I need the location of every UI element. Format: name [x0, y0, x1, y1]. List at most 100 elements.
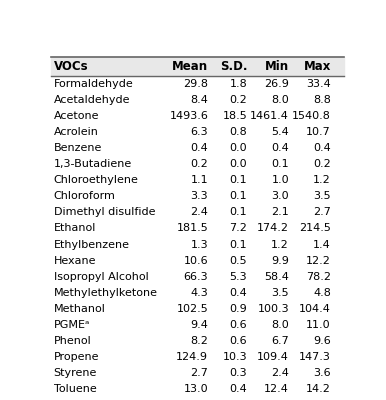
- Text: 174.2: 174.2: [257, 224, 289, 234]
- Text: 14.2: 14.2: [306, 384, 331, 394]
- Text: 0.4: 0.4: [191, 144, 208, 154]
- Text: 3.6: 3.6: [313, 368, 331, 378]
- Text: 100.3: 100.3: [257, 304, 289, 314]
- Text: 10.7: 10.7: [306, 127, 331, 137]
- Text: 8.2: 8.2: [190, 336, 208, 346]
- Text: 0.4: 0.4: [313, 144, 331, 154]
- Text: 3.0: 3.0: [271, 192, 289, 202]
- Text: 0.4: 0.4: [229, 384, 247, 394]
- Text: 13.0: 13.0: [184, 384, 208, 394]
- Text: PGMEᵃ: PGMEᵃ: [54, 320, 90, 330]
- Text: 33.4: 33.4: [306, 79, 331, 89]
- Text: 214.5: 214.5: [299, 224, 331, 234]
- Text: 1.2: 1.2: [313, 176, 331, 186]
- Text: 102.5: 102.5: [176, 304, 208, 314]
- Text: Mean: Mean: [172, 60, 208, 73]
- Text: Dimethyl disulfide: Dimethyl disulfide: [54, 208, 155, 218]
- Text: 78.2: 78.2: [306, 272, 331, 282]
- Text: 0.9: 0.9: [229, 304, 247, 314]
- Text: 66.3: 66.3: [184, 272, 208, 282]
- Text: 5.4: 5.4: [271, 127, 289, 137]
- Text: 0.6: 0.6: [230, 336, 247, 346]
- Text: 0.2: 0.2: [229, 95, 247, 105]
- Text: 9.9: 9.9: [271, 256, 289, 266]
- Text: 0.4: 0.4: [229, 288, 247, 298]
- Text: 1.4: 1.4: [313, 240, 331, 250]
- Text: Min: Min: [265, 60, 289, 73]
- Text: 0.1: 0.1: [230, 240, 247, 250]
- Text: 12.2: 12.2: [306, 256, 331, 266]
- Text: 10.6: 10.6: [184, 256, 208, 266]
- Text: Acetaldehyde: Acetaldehyde: [54, 95, 130, 105]
- Text: 0.0: 0.0: [230, 160, 247, 170]
- Text: 4.3: 4.3: [191, 288, 208, 298]
- Text: Benzene: Benzene: [54, 144, 102, 154]
- Text: Toluene: Toluene: [54, 384, 96, 394]
- Text: 2.7: 2.7: [190, 368, 208, 378]
- Text: 0.1: 0.1: [230, 208, 247, 218]
- Text: Styrene: Styrene: [54, 368, 97, 378]
- Text: 4.8: 4.8: [313, 288, 331, 298]
- Text: 18.5: 18.5: [222, 111, 247, 121]
- Text: 5.3: 5.3: [230, 272, 247, 282]
- Text: 2.4: 2.4: [190, 208, 208, 218]
- Text: 1540.8: 1540.8: [292, 111, 331, 121]
- Text: 124.9: 124.9: [176, 352, 208, 362]
- Text: 1.3: 1.3: [191, 240, 208, 250]
- Text: 8.4: 8.4: [190, 95, 208, 105]
- Text: VOCs: VOCs: [54, 60, 88, 73]
- Text: Chloroethylene: Chloroethylene: [54, 176, 139, 186]
- Text: Formaldehyde: Formaldehyde: [54, 79, 134, 89]
- Bar: [51, 57, 344, 76]
- Text: Phenol: Phenol: [54, 336, 91, 346]
- Text: 8.8: 8.8: [313, 95, 331, 105]
- Text: 1.8: 1.8: [229, 79, 247, 89]
- Text: Acetone: Acetone: [54, 111, 99, 121]
- Text: 147.3: 147.3: [299, 352, 331, 362]
- Text: 26.9: 26.9: [264, 79, 289, 89]
- Text: 0.1: 0.1: [271, 160, 289, 170]
- Text: 8.0: 8.0: [271, 320, 289, 330]
- Text: Ethanol: Ethanol: [54, 224, 96, 234]
- Text: 58.4: 58.4: [264, 272, 289, 282]
- Text: 10.3: 10.3: [223, 352, 247, 362]
- Text: 0.0: 0.0: [230, 144, 247, 154]
- Text: 12.4: 12.4: [264, 384, 289, 394]
- Text: 1.2: 1.2: [271, 240, 289, 250]
- Text: 1493.6: 1493.6: [169, 111, 208, 121]
- Text: 6.7: 6.7: [271, 336, 289, 346]
- Text: 3.5: 3.5: [271, 288, 289, 298]
- Text: 2.7: 2.7: [313, 208, 331, 218]
- Text: 1,3-Butadiene: 1,3-Butadiene: [54, 160, 132, 170]
- Text: 9.6: 9.6: [313, 336, 331, 346]
- Text: 0.2: 0.2: [191, 160, 208, 170]
- Text: Acrolein: Acrolein: [54, 127, 98, 137]
- Text: 0.1: 0.1: [230, 192, 247, 202]
- Text: 9.4: 9.4: [190, 320, 208, 330]
- Text: 2.1: 2.1: [271, 208, 289, 218]
- Text: 1.0: 1.0: [271, 176, 289, 186]
- Text: 2.4: 2.4: [271, 368, 289, 378]
- Text: 0.6: 0.6: [230, 320, 247, 330]
- Text: Propene: Propene: [54, 352, 99, 362]
- Text: 3.3: 3.3: [191, 192, 208, 202]
- Text: 181.5: 181.5: [176, 224, 208, 234]
- Text: Methylethylketone: Methylethylketone: [54, 288, 157, 298]
- Text: Max: Max: [303, 60, 331, 73]
- Text: 0.1: 0.1: [230, 176, 247, 186]
- Text: Hexane: Hexane: [54, 256, 96, 266]
- Text: 0.2: 0.2: [313, 160, 331, 170]
- Text: S.D.: S.D.: [220, 60, 247, 73]
- Text: 11.0: 11.0: [306, 320, 331, 330]
- Text: 0.4: 0.4: [271, 144, 289, 154]
- Text: 0.3: 0.3: [230, 368, 247, 378]
- Text: 1461.4: 1461.4: [250, 111, 289, 121]
- Text: 8.0: 8.0: [271, 95, 289, 105]
- Text: 7.2: 7.2: [229, 224, 247, 234]
- Text: Chloroform: Chloroform: [54, 192, 115, 202]
- Text: 6.3: 6.3: [191, 127, 208, 137]
- Text: 1.1: 1.1: [191, 176, 208, 186]
- Text: 109.4: 109.4: [257, 352, 289, 362]
- Text: 0.8: 0.8: [229, 127, 247, 137]
- Text: Ethylbenzene: Ethylbenzene: [54, 240, 130, 250]
